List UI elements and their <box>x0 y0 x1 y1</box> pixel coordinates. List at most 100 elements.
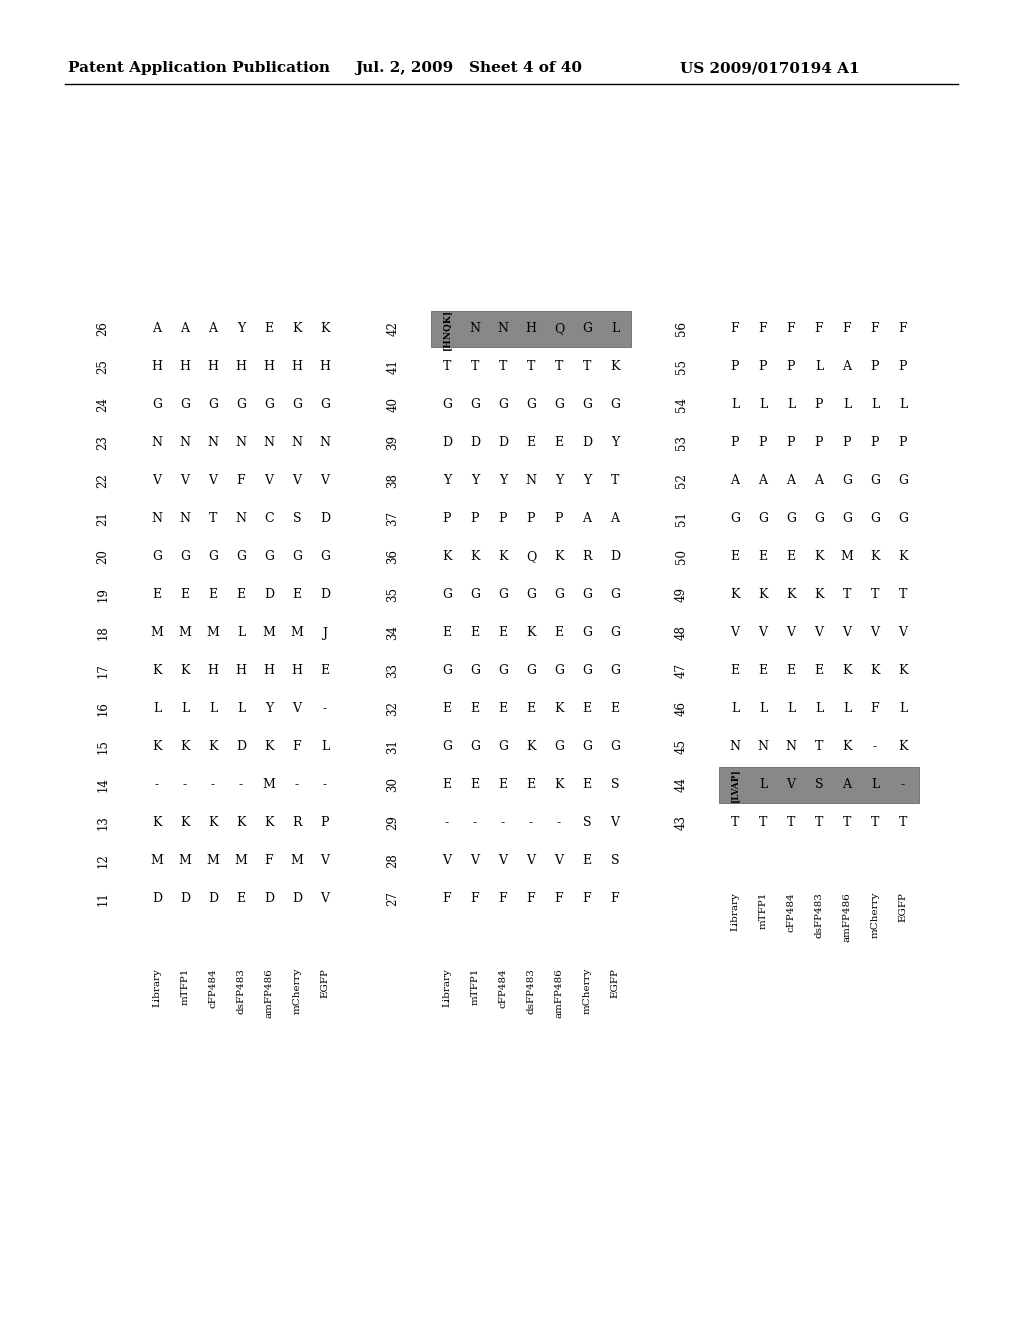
Text: G: G <box>442 664 452 677</box>
Text: M: M <box>151 854 164 867</box>
Text: mTFP1: mTFP1 <box>180 968 189 1006</box>
Text: F: F <box>731 322 739 335</box>
Text: 15: 15 <box>96 739 110 755</box>
Text: F: F <box>759 322 767 335</box>
Text: amFP486: amFP486 <box>843 892 852 941</box>
Text: E: E <box>583 779 592 792</box>
Text: A: A <box>843 779 852 792</box>
Text: M: M <box>234 854 248 867</box>
Text: G: G <box>582 589 592 602</box>
Text: K: K <box>554 779 564 792</box>
Text: L: L <box>815 702 823 715</box>
Text: A: A <box>730 474 739 487</box>
Text: V: V <box>555 854 563 867</box>
Text: G: G <box>610 589 620 602</box>
Text: E: E <box>526 779 536 792</box>
Text: 48: 48 <box>675 626 687 640</box>
Text: L: L <box>870 399 880 412</box>
Text: D: D <box>442 437 452 450</box>
Text: E: E <box>442 779 452 792</box>
Text: P: P <box>786 437 796 450</box>
Text: K: K <box>237 817 246 829</box>
Text: T: T <box>209 512 217 525</box>
Text: 43: 43 <box>675 816 687 830</box>
Text: G: G <box>814 512 824 525</box>
Text: mTFP1: mTFP1 <box>470 968 479 1006</box>
Text: 11: 11 <box>96 891 110 907</box>
Text: T: T <box>583 360 591 374</box>
Text: T: T <box>526 360 536 374</box>
Text: M: M <box>841 550 853 564</box>
Text: K: K <box>153 817 162 829</box>
Text: K: K <box>208 817 218 829</box>
Text: D: D <box>319 512 330 525</box>
Text: E: E <box>554 437 563 450</box>
Text: M: M <box>291 854 303 867</box>
Text: F: F <box>499 892 507 906</box>
Text: E: E <box>554 627 563 639</box>
Text: G: G <box>442 589 452 602</box>
Text: V: V <box>293 702 301 715</box>
Text: dsFP483: dsFP483 <box>526 968 536 1014</box>
Text: Q: Q <box>554 322 564 335</box>
Text: M: M <box>178 854 191 867</box>
Text: 41: 41 <box>386 359 399 375</box>
Text: 16: 16 <box>96 701 110 717</box>
Text: 26: 26 <box>96 322 110 337</box>
Text: F: F <box>526 892 536 906</box>
Text: G: G <box>264 550 274 564</box>
Text: D: D <box>236 741 246 754</box>
Text: P: P <box>815 437 823 450</box>
Text: G: G <box>554 589 564 602</box>
Text: E: E <box>759 550 768 564</box>
Text: P: P <box>526 512 536 525</box>
Text: F: F <box>442 892 452 906</box>
Text: E: E <box>237 892 246 906</box>
Text: G: G <box>442 741 452 754</box>
Text: H: H <box>152 360 163 374</box>
Text: K: K <box>499 550 508 564</box>
Text: V: V <box>730 627 739 639</box>
Text: -: - <box>529 817 534 829</box>
Text: -: - <box>473 817 477 829</box>
Text: T: T <box>815 817 823 829</box>
Text: G: G <box>292 550 302 564</box>
Text: -: - <box>155 779 159 792</box>
Text: K: K <box>554 702 564 715</box>
Text: E: E <box>321 664 330 677</box>
Text: -: - <box>323 779 327 792</box>
Text: G: G <box>470 399 480 412</box>
Text: G: G <box>730 512 740 525</box>
Text: L: L <box>899 399 907 412</box>
Text: N: N <box>469 322 480 335</box>
Text: P: P <box>731 360 739 374</box>
Text: G: G <box>526 589 536 602</box>
Text: Jul. 2, 2009   Sheet 4 of 40: Jul. 2, 2009 Sheet 4 of 40 <box>355 61 582 75</box>
Text: G: G <box>582 322 592 335</box>
Text: P: P <box>731 437 739 450</box>
Text: L: L <box>181 702 189 715</box>
Text: T: T <box>471 360 479 374</box>
Text: 44: 44 <box>675 777 687 792</box>
Text: L: L <box>815 360 823 374</box>
Text: M: M <box>207 627 219 639</box>
Text: T: T <box>843 589 851 602</box>
Text: K: K <box>180 664 189 677</box>
Text: M: M <box>262 627 275 639</box>
Text: G: G <box>180 399 190 412</box>
Text: P: P <box>843 437 851 450</box>
Text: G: G <box>758 512 768 525</box>
Text: V: V <box>470 854 479 867</box>
Text: E: E <box>730 664 739 677</box>
Text: N: N <box>179 512 190 525</box>
Text: A: A <box>153 322 162 335</box>
Text: D: D <box>319 589 330 602</box>
Text: N: N <box>292 437 302 450</box>
Text: P: P <box>899 437 907 450</box>
Text: E: E <box>470 627 479 639</box>
Text: 23: 23 <box>96 436 110 450</box>
Text: mTFP1: mTFP1 <box>759 892 768 929</box>
Text: K: K <box>814 550 823 564</box>
Text: G: G <box>236 399 246 412</box>
Text: G: G <box>870 512 880 525</box>
